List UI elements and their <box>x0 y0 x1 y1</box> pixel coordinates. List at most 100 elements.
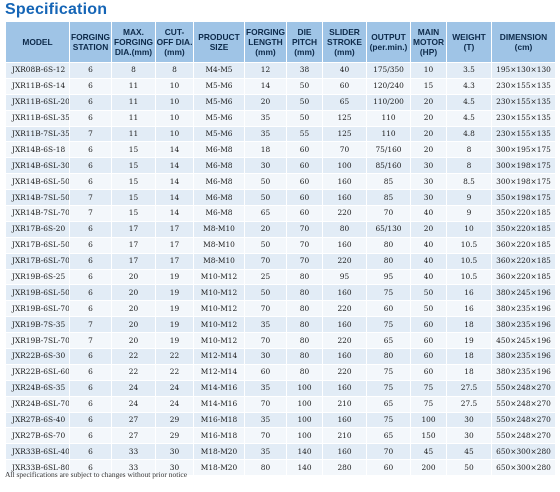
table-cell: M8-M10 <box>193 220 245 238</box>
table-cell: 70 <box>244 252 287 270</box>
table-cell: 60 <box>366 459 411 477</box>
table-cell: 80 <box>366 348 411 365</box>
table-cell: 15 <box>111 173 156 191</box>
table-cell: 15 <box>111 205 156 222</box>
table-cell: 8 <box>446 157 492 175</box>
model-cell: JXR14B-6SL-50 <box>5 173 70 191</box>
table-cell: 20 <box>111 268 156 286</box>
table-cell: 230×155×135 <box>491 93 556 111</box>
table-cell: 125 <box>322 109 367 127</box>
table-cell: 10 <box>410 62 447 79</box>
table-cell: 70 <box>286 236 323 254</box>
table-cell: 80 <box>366 252 411 270</box>
column-header-line: LENGTH <box>248 37 283 47</box>
column-header-line: MAX. <box>123 27 144 37</box>
table-cell: M6-M8 <box>193 141 245 159</box>
table-cell: 17 <box>155 252 194 270</box>
table-cell: 80 <box>366 236 411 254</box>
table-cell: M5-M6 <box>193 125 245 143</box>
table-cell: 360×220×185 <box>491 268 556 286</box>
table-cell: M5-M6 <box>193 77 245 95</box>
table-cell: 30 <box>155 443 194 461</box>
table-cell: 19 <box>155 316 194 334</box>
table-row: JXR11B-7SL-35 7 11 10 M5-M6 35 55 125 110 20 4.8 23… <box>5 125 556 143</box>
table-cell: 14 <box>155 141 194 159</box>
table-cell: 20 <box>410 93 447 111</box>
table-cell: 100 <box>286 379 323 397</box>
column-header: FORGING STATION <box>69 21 112 63</box>
column-header-line: OFF DIA. <box>156 37 193 47</box>
table-cell: 18 <box>446 316 492 334</box>
table-cell: 20 <box>410 220 447 238</box>
table-cell: 22 <box>111 348 156 365</box>
table-cell: 16 <box>446 300 492 318</box>
column-header-line: DIA.(mm) <box>114 47 153 57</box>
table-row: JXR08B-6S-12 6 8 8 M4-M5 12 38 40 175/350 10 3.5 19… <box>5 62 556 79</box>
table-cell: 6 <box>69 268 112 286</box>
table-cell: M5-M6 <box>193 109 245 127</box>
table-cell: 85/160 <box>366 157 411 175</box>
model-cell: JXR19B-6SL-70 <box>5 300 70 318</box>
table-cell: 6 <box>69 459 112 477</box>
table-row: JXR11B-6SL-35 6 11 10 M5-M6 35 50 125 110 20 4.5 23… <box>5 109 556 127</box>
table-row: JXR14B-7SL-70 7 15 14 M6-M8 65 60 220 70 40 9 350×2… <box>5 205 556 222</box>
table-cell: 230×155×135 <box>491 109 556 127</box>
table-cell: 27.5 <box>446 379 492 397</box>
table-cell: 50 <box>244 189 287 207</box>
table-cell: 20 <box>111 332 156 350</box>
table-cell: 6 <box>69 141 112 159</box>
model-cell: JXR33B-6SL-80 <box>5 459 70 477</box>
table-cell: 8.5 <box>446 173 492 191</box>
table-cell: 80 <box>286 363 323 381</box>
table-cell: 6 <box>69 157 112 175</box>
table-cell: 100 <box>286 427 323 445</box>
table-cell: 60 <box>286 205 323 222</box>
table-cell: 550×248×270 <box>491 427 556 445</box>
model-cell: JXR08B-6S-12 <box>5 62 70 79</box>
table-cell: 35 <box>244 443 287 461</box>
table-cell: 50 <box>244 173 287 191</box>
table-cell: 80 <box>286 332 323 350</box>
table-cell: 60 <box>410 348 447 365</box>
table-cell: 6 <box>69 62 112 79</box>
table-cell: 75 <box>410 395 447 413</box>
table-cell: 40 <box>410 236 447 254</box>
table-row: JXR19B-6SL-50 6 20 19 M10-M12 50 80 160 75 50 16 38… <box>5 284 556 302</box>
table-row: JXR14B-6SL-50 6 15 14 M6-M8 50 60 160 85 30 8.5 300… <box>5 173 556 191</box>
table-cell: 38 <box>286 62 323 79</box>
table-cell: 7 <box>69 125 112 143</box>
page-title: Specification <box>5 1 108 18</box>
column-header-line: FORGING <box>245 27 286 37</box>
table-cell: 195×130×130 <box>491 62 556 79</box>
table-cell: 6 <box>69 77 112 95</box>
table-cell: 35 <box>244 379 287 397</box>
model-cell: JXR33B-6SL-40 <box>5 443 70 461</box>
table-cell: 75 <box>366 363 411 381</box>
table-cell: 70 <box>366 205 411 222</box>
table-cell: 75 <box>366 411 411 429</box>
table-cell: 22 <box>111 363 156 381</box>
table-cell: 100 <box>322 157 367 175</box>
table-cell: M14-M16 <box>193 395 245 413</box>
table-cell: 19 <box>155 332 194 350</box>
table-cell: 380×235×196 <box>491 300 556 318</box>
table-cell: M10-M12 <box>193 300 245 318</box>
table-cell: 30 <box>410 189 447 207</box>
table-cell: 30 <box>446 427 492 445</box>
table-cell: 50 <box>286 77 323 95</box>
table-cell: 15 <box>111 157 156 175</box>
table-cell: 24 <box>155 395 194 413</box>
column-header: SLIDER STROKE (mm) <box>322 21 367 63</box>
table-cell: 50 <box>410 284 447 302</box>
table-cell: 125 <box>322 125 367 143</box>
table-row: JXR33B-6SL-40 6 33 30 M18-M20 35 140 160 70 45 45 6… <box>5 443 556 461</box>
table-cell: 80 <box>244 459 287 477</box>
table-cell: M8-M10 <box>193 252 245 270</box>
model-cell: JXR22B-6S-30 <box>5 348 70 365</box>
column-header-line: (T) <box>463 42 475 52</box>
table-cell: 22 <box>155 363 194 381</box>
table-cell: 75 <box>410 379 447 397</box>
table-cell: 6 <box>69 443 112 461</box>
table-row: JXR11B-6SL-20 6 11 10 M5-M6 20 50 65 110/200 20 4.… <box>5 93 556 111</box>
model-cell: JXR17B-6S-20 <box>5 220 70 238</box>
